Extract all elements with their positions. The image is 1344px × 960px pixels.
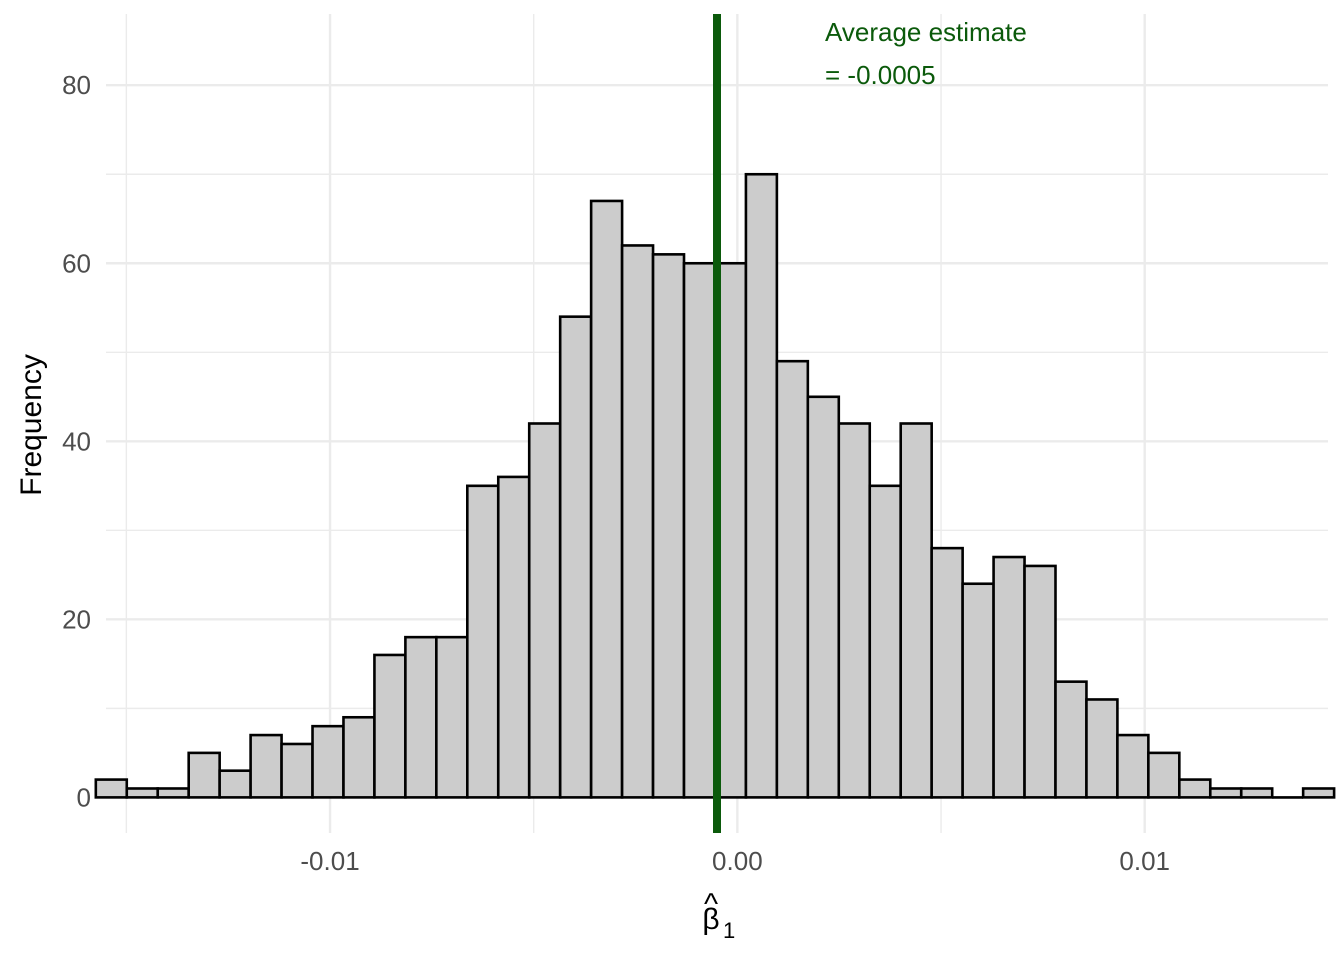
histogram-bar: [837, 422, 872, 799]
histogram-bar: [187, 751, 221, 799]
histogram-bar: [280, 742, 314, 799]
x-axis-title-hat: ^: [704, 888, 718, 921]
x-axis-title: ^ β 1: [702, 888, 735, 943]
histogram-bar: [466, 484, 500, 799]
histogram-bar: [1085, 698, 1119, 799]
histogram-bar: [156, 787, 190, 799]
histogram-bar: [311, 724, 345, 799]
histogram-bar: [899, 422, 933, 799]
y-tick-label: 40: [62, 426, 91, 456]
histogram-bar: [249, 733, 283, 799]
x-axis-title-subscript: 1: [723, 918, 735, 943]
histogram-bar: [961, 582, 995, 799]
x-tick-label: 0.00: [712, 846, 763, 876]
histogram-bar: [930, 546, 964, 799]
histogram-bar: [1054, 680, 1088, 799]
histogram-bar: [775, 359, 810, 799]
x-tick-label: 0.01: [1119, 846, 1170, 876]
histogram-bar: [1178, 778, 1212, 799]
histogram-bar: [1116, 733, 1150, 799]
x-axis-title-symbol: β: [702, 903, 719, 936]
y-tick-label: 80: [62, 70, 91, 100]
histogram-bar: [342, 715, 376, 799]
x-tick-label: -0.01: [300, 846, 359, 876]
histogram-bar: [404, 635, 438, 799]
histogram-bar: [125, 787, 160, 799]
histogram-bar: [435, 635, 469, 799]
histogram-bar: [218, 769, 252, 799]
histogram-bar: [651, 253, 686, 799]
histogram-bar: [94, 778, 129, 799]
histogram-bars: [94, 172, 1336, 799]
histogram-bar: [1239, 787, 1274, 799]
annotation-line-1: Average estimate: [825, 17, 1027, 47]
histogram-bar: [620, 244, 655, 799]
tick-labels: -0.01 0.00 0.01 0 20 40 60 80: [62, 70, 1170, 876]
histogram-bar: [1301, 787, 1336, 799]
histogram-bar: [1208, 787, 1243, 799]
histogram-bar: [527, 422, 562, 799]
histogram-bar: [992, 555, 1026, 799]
histogram-bar: [1147, 751, 1181, 799]
histogram-bar: [496, 475, 531, 799]
y-tick-label: 20: [62, 604, 91, 634]
annotation-line-2: = -0.0005: [825, 60, 936, 90]
y-tick-label: 60: [62, 248, 91, 278]
histogram-bar: [744, 172, 779, 799]
histogram-bar: [589, 199, 624, 799]
histogram-bar: [682, 261, 717, 799]
histogram-bar: [558, 315, 593, 799]
histogram-bar: [373, 653, 407, 799]
histogram-bar: [868, 484, 903, 799]
histogram-bar: [1023, 564, 1057, 799]
y-axis-title: Frequency: [15, 354, 48, 496]
y-tick-label: 0: [77, 782, 91, 812]
histogram-bar: [806, 395, 841, 799]
